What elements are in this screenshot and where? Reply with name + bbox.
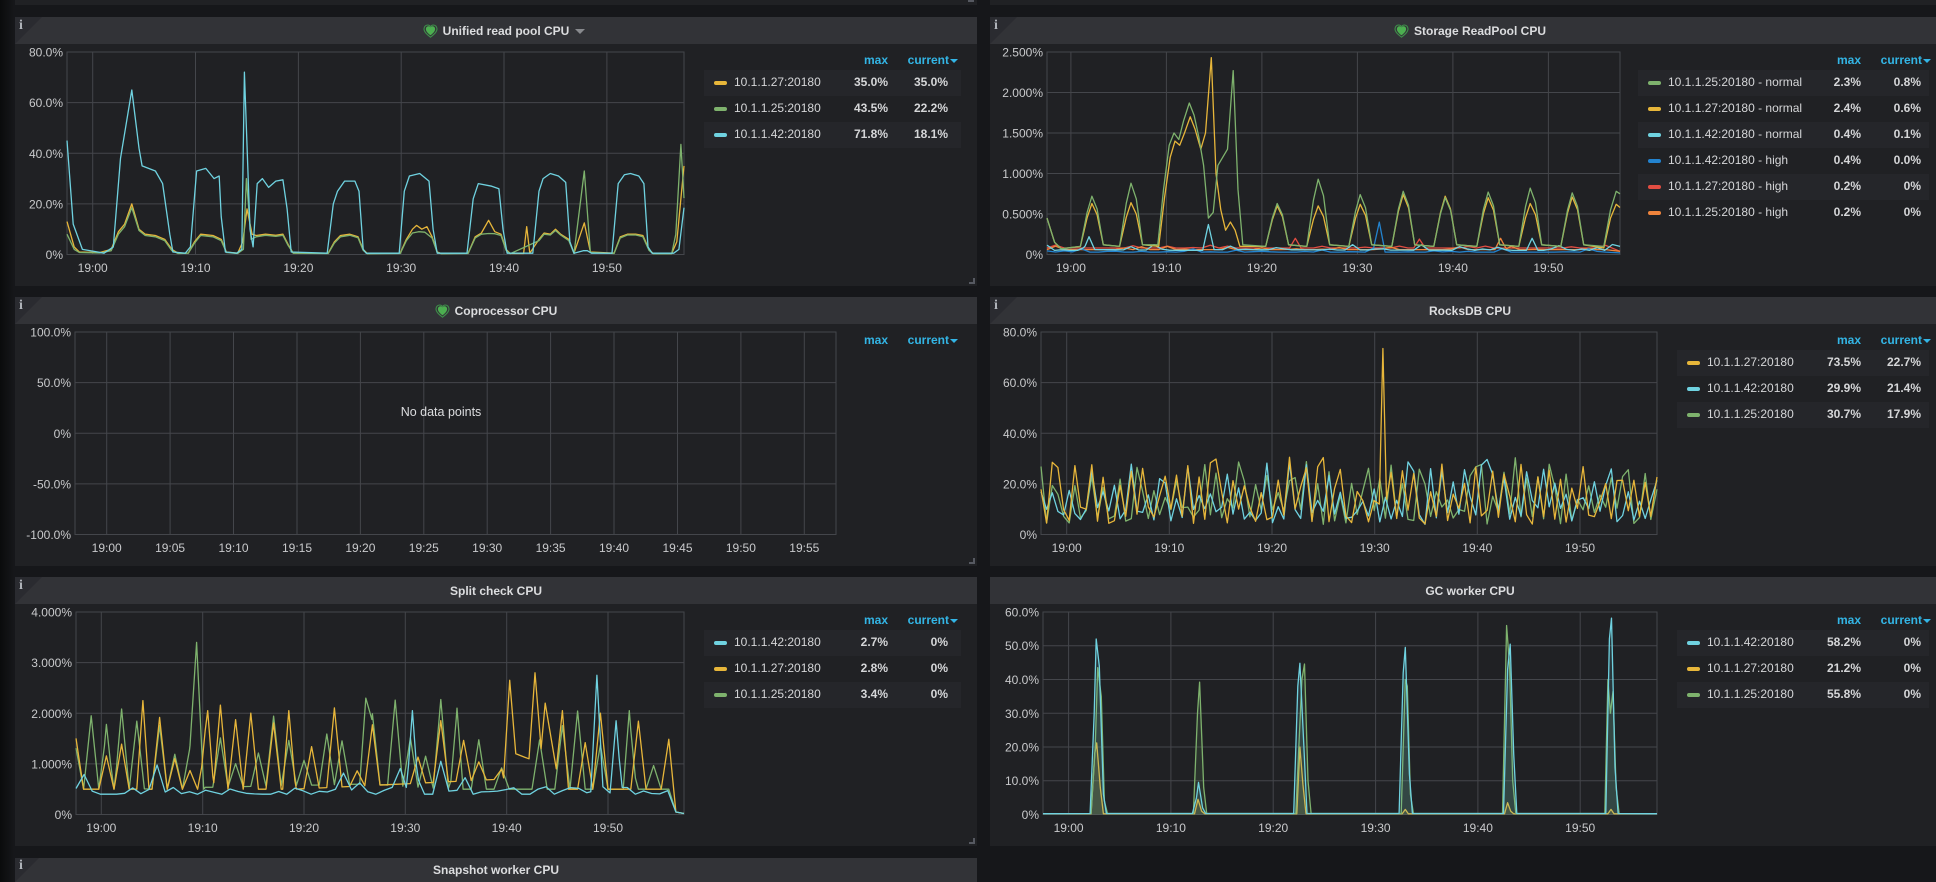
svg-text:19:40: 19:40 xyxy=(492,821,522,835)
svg-text:2.000%: 2.000% xyxy=(31,707,72,721)
svg-text:19:45: 19:45 xyxy=(662,541,692,555)
svg-text:19:15: 19:15 xyxy=(282,541,312,555)
svg-text:40.0%: 40.0% xyxy=(29,147,63,161)
svg-text:19:10: 19:10 xyxy=(188,821,218,835)
svg-text:19:10: 19:10 xyxy=(180,261,210,275)
svg-text:50.0%: 50.0% xyxy=(1005,639,1039,653)
svg-text:19:55: 19:55 xyxy=(789,541,819,555)
svg-text:19:00: 19:00 xyxy=(86,821,116,835)
svg-text:19:20: 19:20 xyxy=(289,821,319,835)
svg-text:20.0%: 20.0% xyxy=(29,197,63,211)
svg-text:4.000%: 4.000% xyxy=(31,606,72,620)
svg-text:19:25: 19:25 xyxy=(409,541,439,555)
svg-text:100.0%: 100.0% xyxy=(30,326,71,340)
svg-text:19:50: 19:50 xyxy=(726,541,756,555)
svg-text:19:50: 19:50 xyxy=(1565,541,1595,555)
svg-text:50.0%: 50.0% xyxy=(37,376,71,390)
svg-text:19:10: 19:10 xyxy=(1154,541,1184,555)
svg-text:80.0%: 80.0% xyxy=(29,46,63,60)
svg-text:-100.0%: -100.0% xyxy=(26,528,71,542)
svg-text:0%: 0% xyxy=(46,248,64,262)
svg-text:19:00: 19:00 xyxy=(78,261,108,275)
svg-text:19:10: 19:10 xyxy=(218,541,248,555)
svg-text:19:30: 19:30 xyxy=(1361,821,1391,835)
svg-text:19:00: 19:00 xyxy=(1056,261,1086,275)
svg-text:19:40: 19:40 xyxy=(489,261,519,275)
svg-text:0%: 0% xyxy=(1020,528,1038,542)
svg-text:10.0%: 10.0% xyxy=(1005,774,1039,788)
svg-text:30.0%: 30.0% xyxy=(1005,707,1039,721)
svg-text:19:40: 19:40 xyxy=(599,541,629,555)
svg-text:19:20: 19:20 xyxy=(1247,261,1277,275)
svg-text:2.000%: 2.000% xyxy=(1002,86,1043,100)
svg-text:0%: 0% xyxy=(1026,248,1044,262)
svg-text:40.0%: 40.0% xyxy=(1003,427,1037,441)
svg-text:80.0%: 80.0% xyxy=(1003,326,1037,340)
svg-text:19:40: 19:40 xyxy=(1463,821,1493,835)
svg-text:19:10: 19:10 xyxy=(1156,821,1186,835)
svg-text:20.0%: 20.0% xyxy=(1003,477,1037,491)
svg-text:19:00: 19:00 xyxy=(92,541,122,555)
svg-text:19:05: 19:05 xyxy=(155,541,185,555)
svg-text:19:30: 19:30 xyxy=(386,261,416,275)
svg-text:19:20: 19:20 xyxy=(283,261,313,275)
svg-text:19:30: 19:30 xyxy=(1342,261,1372,275)
svg-text:1.500%: 1.500% xyxy=(1002,127,1043,141)
svg-text:60.0%: 60.0% xyxy=(29,96,63,110)
svg-text:1.000%: 1.000% xyxy=(31,757,72,771)
svg-text:19:20: 19:20 xyxy=(345,541,375,555)
svg-text:19:30: 19:30 xyxy=(390,821,420,835)
svg-text:60.0%: 60.0% xyxy=(1003,376,1037,390)
svg-text:3.000%: 3.000% xyxy=(31,656,72,670)
svg-text:19:00: 19:00 xyxy=(1054,821,1084,835)
svg-text:19:00: 19:00 xyxy=(1052,541,1082,555)
svg-text:0%: 0% xyxy=(55,808,73,822)
svg-text:1.000%: 1.000% xyxy=(1002,167,1043,181)
svg-text:19:50: 19:50 xyxy=(1565,821,1595,835)
svg-text:No data points: No data points xyxy=(401,405,482,419)
svg-text:19:35: 19:35 xyxy=(536,541,566,555)
svg-text:19:30: 19:30 xyxy=(472,541,502,555)
svg-text:0%: 0% xyxy=(54,427,72,441)
svg-text:19:50: 19:50 xyxy=(592,261,622,275)
svg-text:19:40: 19:40 xyxy=(1462,541,1492,555)
svg-text:60.0%: 60.0% xyxy=(1005,606,1039,620)
svg-text:40.0%: 40.0% xyxy=(1005,673,1039,687)
svg-text:-50.0%: -50.0% xyxy=(33,477,71,491)
svg-text:19:40: 19:40 xyxy=(1438,261,1468,275)
svg-text:19:20: 19:20 xyxy=(1258,821,1288,835)
svg-text:0%: 0% xyxy=(1022,808,1040,822)
svg-text:19:50: 19:50 xyxy=(1533,261,1563,275)
svg-text:19:50: 19:50 xyxy=(593,821,623,835)
svg-text:0.500%: 0.500% xyxy=(1002,208,1043,222)
svg-text:19:30: 19:30 xyxy=(1360,541,1390,555)
svg-text:19:10: 19:10 xyxy=(1151,261,1181,275)
svg-text:19:20: 19:20 xyxy=(1257,541,1287,555)
svg-text:2.500%: 2.500% xyxy=(1002,46,1043,60)
svg-text:20.0%: 20.0% xyxy=(1005,741,1039,755)
